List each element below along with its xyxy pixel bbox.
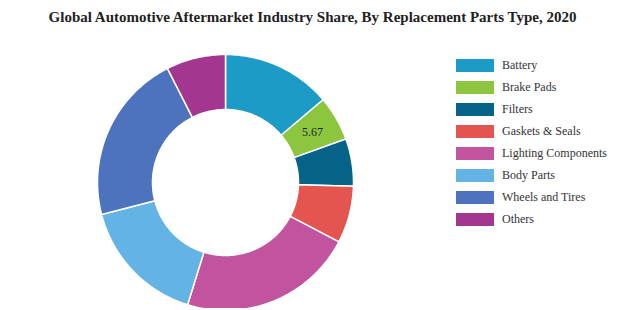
svg-text:5.67: 5.67 [302,125,323,139]
html-text:Wheels and Tires: Wheels and Tires [502,189,586,204]
html-text:Body Parts: Body Parts [502,167,555,182]
html-text:Global Automotive Aftermarket: Global Automotive Aftermarket Industry S… [48,9,577,25]
html-text:Gaskets & Seals: Gaskets & Seals [502,123,581,138]
html-text:Brake Pads: Brake Pads [502,79,557,94]
html-text:Lighting Components: Lighting Components [502,145,607,160]
html-text:Battery: Battery [502,57,538,72]
html-text:Filters: Filters [502,101,533,116]
html-text:Others: Others [502,211,534,226]
